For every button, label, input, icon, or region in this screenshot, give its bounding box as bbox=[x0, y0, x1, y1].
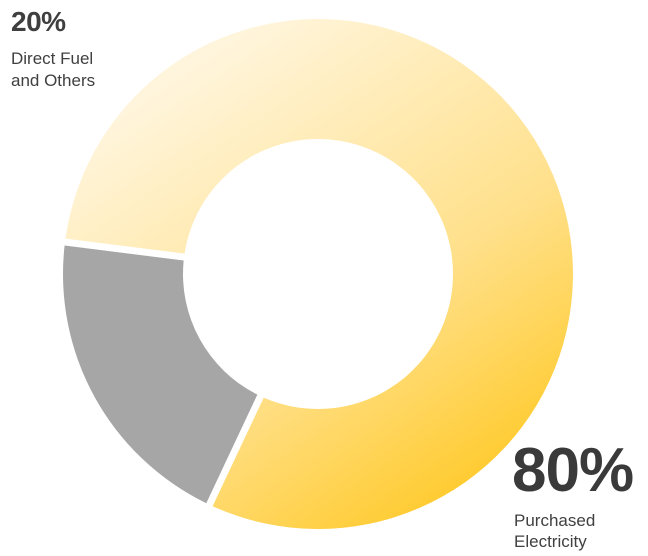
direct-fuel-label: Direct Fuel and Others bbox=[11, 48, 95, 92]
purchased-electricity-label-line-2: Electricity bbox=[514, 532, 587, 551]
slice-purchased-electricity bbox=[65, 18, 573, 530]
direct-fuel-percent: 20% bbox=[11, 6, 66, 37]
purchased-electricity-label-line-1: Purchased bbox=[514, 511, 596, 530]
direct-fuel-label-line-2: and Others bbox=[11, 71, 96, 90]
slice-direct-fuel bbox=[63, 245, 258, 504]
direct-fuel-label-line-1: Direct Fuel bbox=[11, 49, 94, 68]
purchased-electricity-label: Purchased Electricity bbox=[514, 510, 595, 552]
purchased-electricity-percent: 80% bbox=[512, 436, 634, 505]
